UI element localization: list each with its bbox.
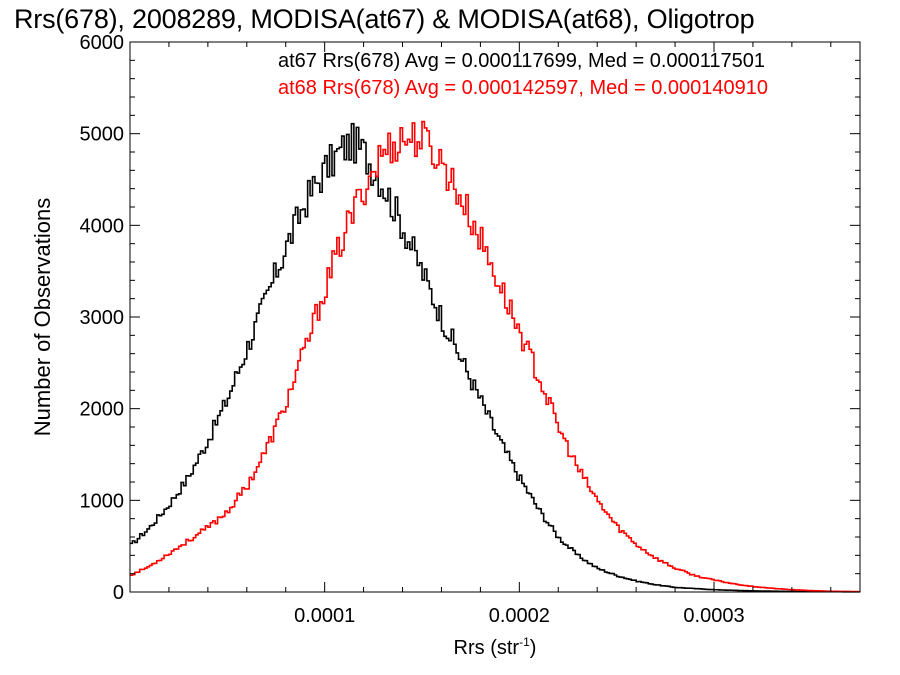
x-axis-label-main: Rrs (str [454, 637, 520, 659]
y-tick-label: 6000 [80, 32, 125, 54]
series-layer [130, 120, 860, 593]
y-tick-label: 2000 [80, 399, 125, 421]
y-axis-label: Number of Observations [30, 198, 55, 436]
x-tick-label: 0.0001 [294, 605, 355, 627]
y-tick-label: 5000 [80, 124, 125, 146]
y-tick-label: 0 [113, 582, 124, 604]
x-tick-label: 0.0003 [683, 605, 744, 627]
x-axis-label: Rrs (str-1) [454, 635, 537, 659]
x-tick-label: 0.0002 [489, 605, 550, 627]
plot-frame [129, 41, 861, 593]
y-tick-label: 3000 [80, 307, 125, 329]
series-line-at67 [130, 122, 860, 593]
x-axis-label-close: ) [530, 637, 537, 659]
x-axis-label-superscript: -1 [519, 635, 530, 649]
y-tick-label: 4000 [80, 215, 125, 237]
series-line-at68 [130, 120, 860, 593]
legend-entry-at67: at67 Rrs(678) Avg = 0.000117699, Med = 0… [278, 50, 766, 72]
axis-ticks: 0 1000 2000 3000 4000 5000 6000 0.0001 0.0002 0.0… [80, 32, 860, 627]
legend-entry-at68: at68 Rrs(678) Avg = 0.000142597, Med = 0… [278, 77, 769, 99]
chart-title: Rrs(678), 2008289, MODISA(at67) & MODISA… [14, 4, 755, 34]
y-tick-label: 1000 [80, 490, 125, 512]
